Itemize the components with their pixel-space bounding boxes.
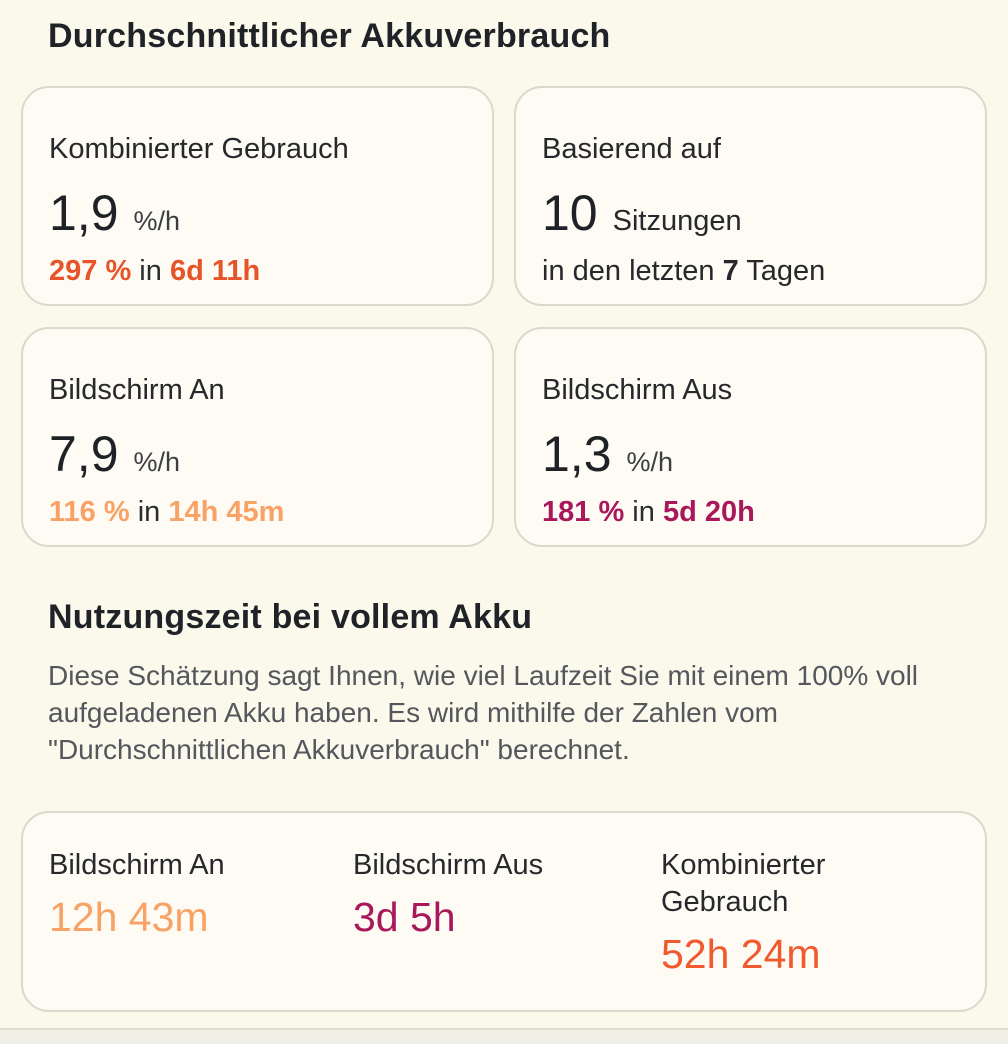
card-label: Basierend auf xyxy=(542,133,721,165)
runtime-estimate-card: Bildschirm An 12h 43m Bildschirm Aus 3d … xyxy=(21,811,987,1012)
stat-amount: 181 % xyxy=(542,496,625,528)
usage-rate-row: 1,3 %/h xyxy=(542,427,959,481)
screen-off-estimate: Bildschirm Aus 3d 5h xyxy=(353,847,661,1010)
sessions-card: Basierend auf 10 Sitzungen in den letzte… xyxy=(514,86,987,306)
sessions-period-line: in den letzten 7 Tagen xyxy=(542,254,959,288)
stat-time: 5d 20h xyxy=(662,496,755,528)
sessions-count-value: 10 xyxy=(542,185,598,241)
period-text-pre: in den letzten xyxy=(542,255,715,287)
stat-amount: 297 % xyxy=(49,255,132,287)
card-label: Kombinierter Gebrauch xyxy=(49,133,349,165)
usage-rate-value: 1,3 xyxy=(542,426,612,482)
combined-estimate: Kombinierter Gebrauch 52h 24m xyxy=(661,847,959,1010)
usage-rate-row: 1,9 %/h xyxy=(49,186,466,240)
full-battery-description: Diese Schätzung sagt Ihnen, wie viel Lau… xyxy=(48,660,919,765)
estimate-label: Bildschirm An xyxy=(49,849,225,881)
stat-connector: in xyxy=(139,255,162,287)
usage-stat-line: 116 % in 14h 45m xyxy=(49,495,466,529)
usage-stat-line: 181 % in 5d 20h xyxy=(542,495,959,529)
usage-rate-row: 7,9 %/h xyxy=(49,427,466,481)
average-usage-title: Durchschnittlicher Akkuverbrauch xyxy=(48,17,611,55)
usage-stat-line: 297 % in 6d 11h xyxy=(49,254,466,288)
combined-usage-card: Kombinierter Gebrauch 1,9 %/h 297 % in 6… xyxy=(21,86,494,306)
full-battery-title: Nutzungszeit bei vollem Akku xyxy=(48,598,533,636)
screen-on-card: Bildschirm An 7,9 %/h 116 % in 14h 45m xyxy=(21,327,494,547)
usage-rate-unit: %/h xyxy=(626,447,674,477)
stat-time: 14h 45m xyxy=(168,496,285,528)
estimate-value: 12h 43m xyxy=(49,894,209,940)
average-usage-card-grid: Kombinierter Gebrauch 1,9 %/h 297 % in 6… xyxy=(21,86,987,547)
usage-rate-value: 7,9 xyxy=(49,426,119,482)
usage-rate-unit: %/h xyxy=(133,206,181,236)
period-days-number: 7 xyxy=(722,255,739,287)
sessions-count-row: 10 Sitzungen xyxy=(542,186,959,240)
usage-rate-value: 1,9 xyxy=(49,185,119,241)
estimate-value: 52h 24m xyxy=(661,931,821,977)
estimate-label: Bildschirm Aus xyxy=(353,849,544,881)
card-label: Bildschirm An xyxy=(49,374,225,406)
stat-amount: 116 % xyxy=(49,496,130,528)
stat-time: 6d 11h xyxy=(169,255,261,287)
stat-connector: in xyxy=(137,496,161,528)
estimate-label: Kombinierter Gebrauch xyxy=(661,849,826,918)
stat-connector: in xyxy=(632,496,655,528)
card-label: Bildschirm Aus xyxy=(542,374,733,406)
sessions-count-suffix: Sitzungen xyxy=(612,205,742,237)
period-text-post: Tagen xyxy=(746,255,826,287)
bottom-divider-band xyxy=(0,1028,1008,1044)
estimate-value: 3d 5h xyxy=(353,894,456,940)
screen-off-card: Bildschirm Aus 1,3 %/h 181 % in 5d 20h xyxy=(514,327,987,547)
screen-on-estimate: Bildschirm An 12h 43m xyxy=(49,847,353,1010)
usage-rate-unit: %/h xyxy=(133,447,181,477)
